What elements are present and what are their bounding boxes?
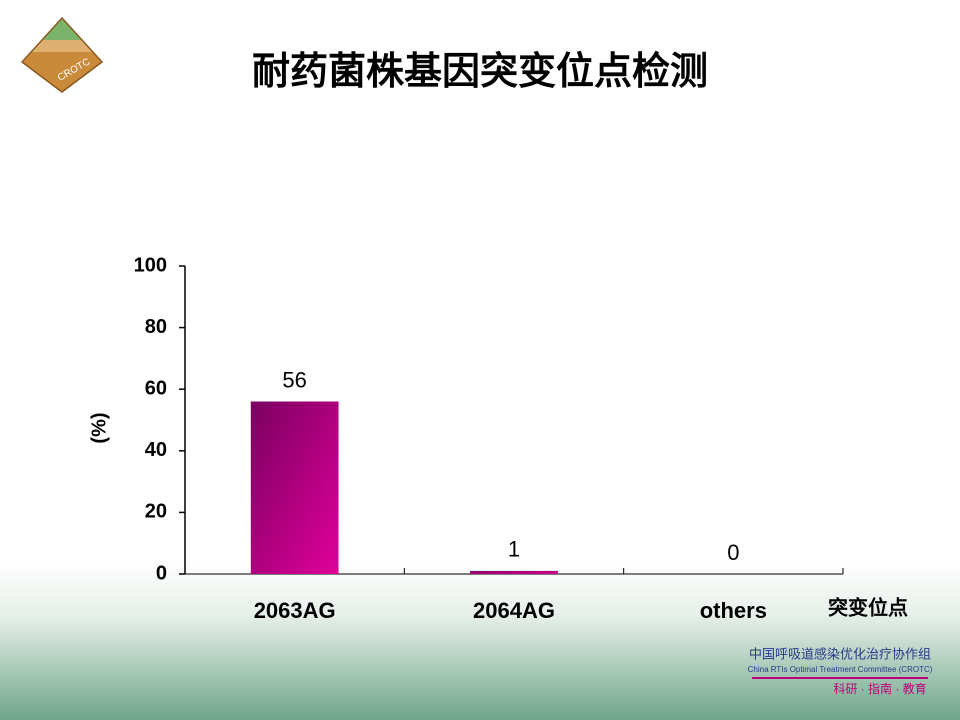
y-tick-label: 60 (145, 377, 167, 399)
x-tick-label: others (700, 598, 767, 623)
y-tick-label: 80 (145, 316, 167, 338)
value-label: 56 (282, 367, 306, 392)
y-tick-label: 20 (145, 501, 167, 523)
y-tick-label: 100 (134, 254, 167, 276)
value-label: 1 (508, 537, 520, 562)
y-axis-label: (%) (88, 412, 110, 443)
x-tick-label: 2064AG (473, 598, 555, 623)
logo: CROTC (20, 16, 104, 93)
bar (250, 401, 339, 574)
x-axis-label: 突变位点 (828, 595, 908, 619)
chart-title: 耐药菌株基因突变位点检测 (252, 51, 708, 93)
footer-band (0, 560, 960, 720)
x-tick-label: 2063AG (254, 598, 336, 623)
footer-motto: 科研 · 指南 · 教育 (833, 681, 926, 696)
bar (470, 570, 558, 574)
footer-org-cn: 中国呼吸道感染优化治疗协作组 (749, 646, 931, 661)
y-tick-label: 0 (156, 562, 167, 584)
value-label: 0 (727, 540, 739, 565)
footer-org-en: China RTIs Optimal Treatment Committee (… (748, 665, 933, 674)
y-tick-label: 40 (145, 439, 167, 461)
